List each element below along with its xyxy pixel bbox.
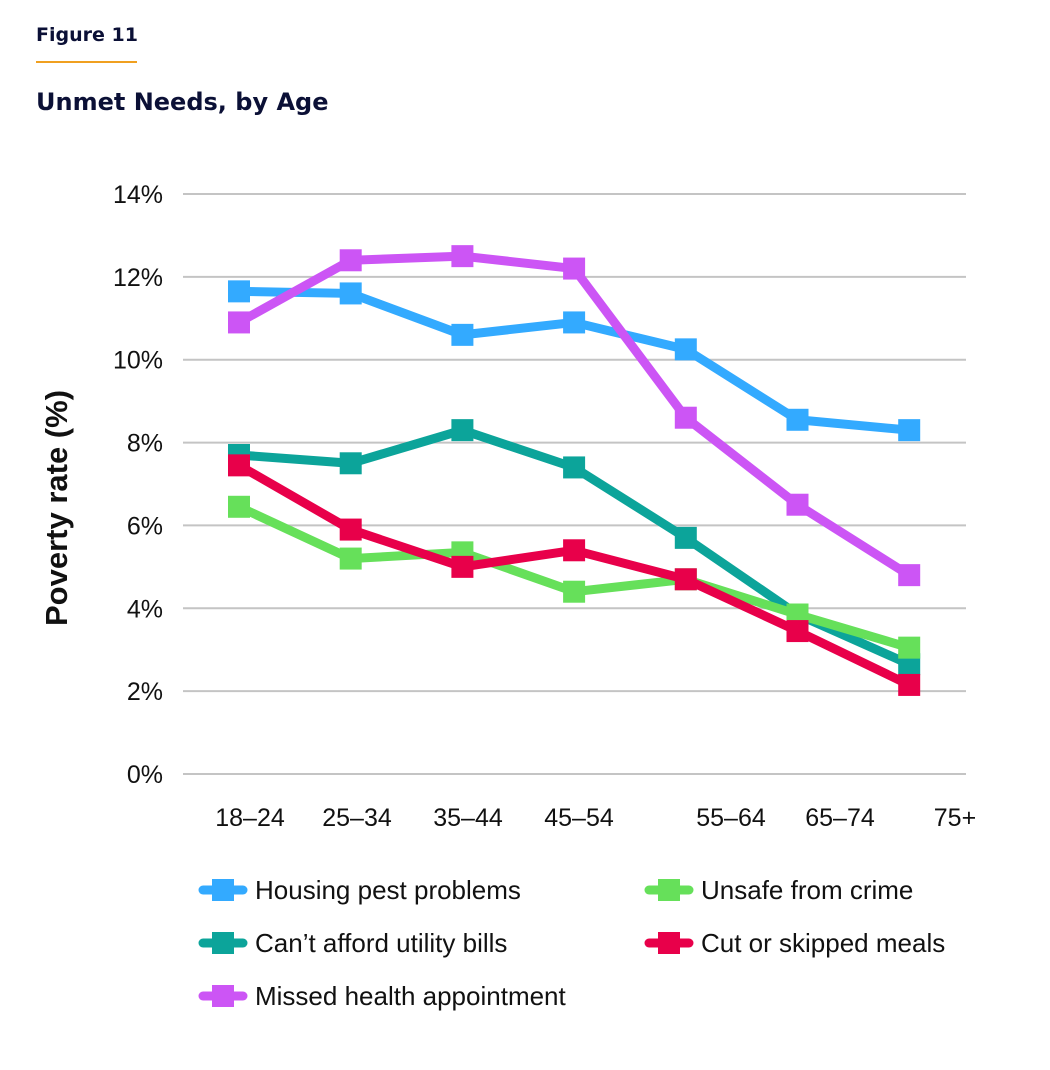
legend-item: Unsafe from crime bbox=[644, 875, 913, 905]
legend-item: Missed health appointment bbox=[198, 981, 567, 1011]
figure-label: Figure 11 bbox=[36, 24, 138, 46]
series-missed-health-appointment bbox=[228, 245, 921, 587]
data-point-marker bbox=[228, 280, 250, 303]
data-point-marker bbox=[339, 249, 362, 272]
series-cut-or-skipped-meals bbox=[228, 454, 921, 696]
data-point-marker bbox=[451, 245, 474, 268]
legend-label: Unsafe from crime bbox=[701, 875, 913, 905]
legend: Housing pest problems Unsafe from crime Ca… bbox=[198, 875, 945, 1011]
y-tick-label: 2% bbox=[127, 678, 163, 706]
x-tick-label: 75+ bbox=[934, 804, 976, 832]
data-point-marker bbox=[339, 518, 362, 541]
y-tick-label: 6% bbox=[127, 512, 163, 540]
legend-item: Cut or skipped meals bbox=[644, 928, 945, 958]
x-tick-label: 65–74 bbox=[805, 804, 875, 832]
data-point-marker bbox=[563, 456, 586, 479]
legend-label: Housing pest problems bbox=[255, 875, 521, 905]
data-point-marker bbox=[674, 526, 697, 549]
data-point-marker bbox=[451, 555, 474, 578]
x-tick-label: 35–44 bbox=[433, 804, 503, 832]
x-tick-label: 18–24 bbox=[215, 804, 285, 832]
data-point-marker bbox=[339, 452, 362, 475]
legend-marker-icon bbox=[658, 932, 680, 954]
data-point-marker bbox=[674, 406, 697, 429]
data-point-marker bbox=[674, 568, 697, 591]
legend-marker-icon bbox=[212, 985, 234, 1007]
series-line bbox=[236, 461, 912, 689]
legend-label: Can’t afford utility bills bbox=[255, 928, 507, 958]
data-point-marker bbox=[228, 311, 250, 334]
y-tick-label: 14% bbox=[113, 181, 163, 209]
legend-item: Can’t afford utility bills bbox=[198, 928, 507, 958]
x-tick-label: 45–54 bbox=[544, 804, 614, 832]
data-point-marker bbox=[898, 653, 921, 676]
legend-label: Missed health appointment bbox=[255, 981, 567, 1011]
data-point-marker bbox=[786, 408, 809, 431]
chart-title: Unmet Needs, by Age bbox=[36, 88, 329, 116]
x-tick-label: 25–34 bbox=[322, 804, 392, 832]
data-point-marker bbox=[339, 547, 362, 570]
data-point-marker bbox=[451, 323, 474, 346]
x-axis-ticks: 18–24 25–34 35–44 45–54 55–64 65–74 75+ bbox=[215, 804, 976, 832]
series-lines bbox=[228, 245, 921, 696]
data-point-marker bbox=[563, 580, 586, 603]
data-point-marker bbox=[563, 311, 586, 334]
legend-item: Housing pest problems bbox=[198, 875, 521, 905]
y-tick-label: 10% bbox=[113, 347, 163, 375]
data-point-marker bbox=[898, 636, 921, 659]
data-point-marker bbox=[898, 673, 921, 696]
data-point-marker bbox=[786, 493, 809, 516]
series-housing-pest-problems bbox=[228, 280, 921, 442]
y-tick-label: 0% bbox=[127, 761, 163, 789]
data-point-marker bbox=[563, 539, 586, 562]
data-point-marker bbox=[451, 419, 474, 442]
x-tick-label: 55–64 bbox=[696, 804, 766, 832]
data-point-marker bbox=[563, 257, 586, 280]
data-point-marker bbox=[674, 338, 697, 361]
legend-marker-icon bbox=[658, 879, 680, 901]
data-point-marker bbox=[786, 620, 809, 643]
data-point-marker bbox=[228, 454, 250, 477]
data-point-marker bbox=[898, 419, 921, 442]
legend-label: Cut or skipped meals bbox=[701, 928, 945, 958]
data-point-marker bbox=[786, 603, 809, 626]
y-tick-label: 4% bbox=[127, 595, 163, 623]
y-axis-label: Poverty rate (%) bbox=[39, 390, 74, 626]
y-axis-ticks: 0% 2% 4% 6% 8% 10% 12% 14% bbox=[113, 181, 163, 789]
figure-label-rule bbox=[36, 61, 137, 63]
y-tick-label: 12% bbox=[113, 264, 163, 292]
data-point-marker bbox=[228, 495, 250, 518]
data-point-marker bbox=[898, 564, 921, 587]
y-tick-label: 8% bbox=[127, 430, 163, 458]
legend-marker-icon bbox=[212, 879, 234, 901]
gridlines bbox=[183, 193, 966, 775]
legend-marker-icon bbox=[212, 932, 234, 954]
data-point-marker bbox=[339, 282, 362, 305]
